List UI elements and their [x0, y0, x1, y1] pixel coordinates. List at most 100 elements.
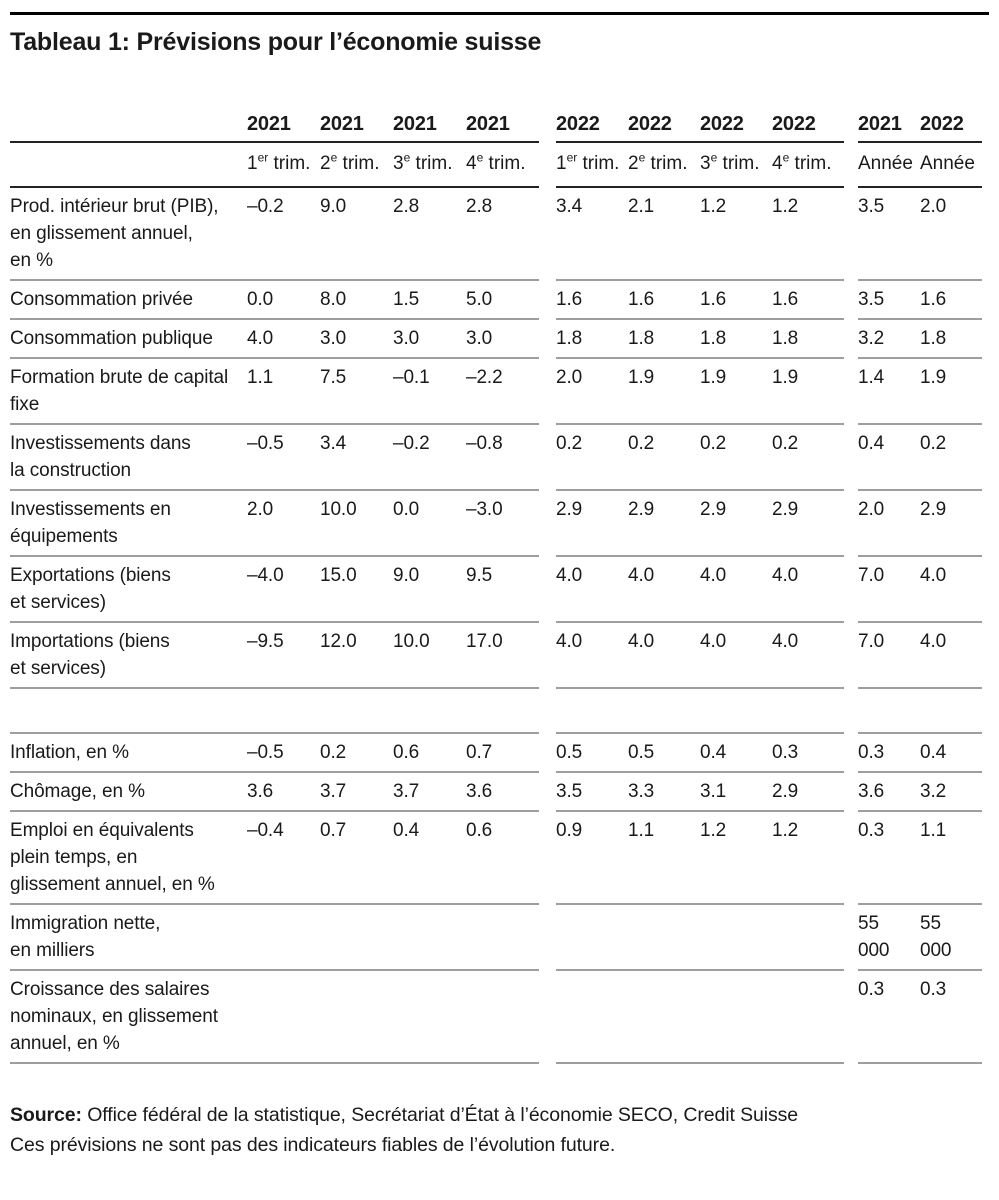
column-group-gap: [539, 557, 556, 623]
cell-value-q4-2022: [772, 971, 844, 981]
cell-value-annual-2021: 3.5: [858, 289, 885, 310]
cell-value-annual-2022: 0.2: [920, 433, 947, 454]
row-segment-annual: 0.3 0.4: [858, 734, 982, 773]
row-segment-2021: Exportations (biens et services) –4.0 15…: [10, 557, 539, 623]
cell-value-annual-2022: 1.6: [920, 289, 947, 310]
cell-value-annual-2021: 0.3: [858, 742, 885, 763]
source-text: Office fédéral de la statistique, Secrét…: [81, 1104, 799, 1126]
column-group-gap: [844, 689, 858, 734]
row-segment-annual: [858, 689, 982, 734]
cell-value-q1-2021: 2.0: [247, 499, 274, 520]
row-label: Consommation publique: [10, 328, 213, 349]
row-label: Investissements dans la construction: [10, 433, 191, 481]
cell-value-annual-2021: 7.0: [858, 631, 885, 652]
quarter-header: 2e trim.: [320, 150, 380, 174]
cell-value-q3-2021: –0.2: [393, 433, 430, 454]
forecast-table: 2021 2021 2021 2021 2022 2022 2022 2022 …: [10, 110, 989, 1064]
cell-value-q3-2022: 0.4: [700, 742, 727, 763]
row-segment-2021: Croissance des salaires nominaux, en gli…: [10, 971, 539, 1064]
cell-value-q4-2021: 5.0: [466, 289, 493, 310]
quarter-header-group-annual: Année Année: [858, 143, 982, 188]
row-segment-2021: Investissements en équipements 2.0 10.0 …: [10, 491, 539, 557]
cell-value-q1-2021: –0.4: [247, 820, 284, 841]
annual-header: Année: [858, 153, 913, 174]
row-segment-2021: [10, 689, 539, 734]
column-group-gap: [844, 188, 858, 281]
row-label: Importations (biens et services): [10, 631, 170, 679]
cell-value-annual-2021: 55 000: [858, 913, 890, 961]
cell-value-q1-2021: –9.5: [247, 631, 284, 652]
row-segment-annual: 7.0 4.0: [858, 557, 982, 623]
cell-value-q4-2022: 4.0: [772, 565, 799, 586]
cell-value-q2-2021: [320, 905, 393, 915]
cell-value-q1-2022: 3.5: [556, 781, 583, 802]
year-header: 2021: [247, 113, 291, 135]
quarter-header: 3e trim.: [393, 150, 453, 174]
cell-value-q3-2022: 1.6: [700, 289, 727, 310]
cell-value-q2-2021: 7.5: [320, 367, 347, 388]
column-group-gap: [539, 689, 556, 734]
row-segment-2021: Importations (biens et services) –9.5 12…: [10, 623, 539, 689]
cell-value-q4-2021: 0.6: [466, 820, 493, 841]
column-group-gap: [844, 905, 858, 971]
cell-value-q2-2021: 0.7: [320, 820, 347, 841]
column-group-gap: [844, 734, 858, 773]
row-segment-2021: Emploi en équivalents plein temps, en gl…: [10, 812, 539, 905]
row-segment-annual: 2.0 2.9: [858, 491, 982, 557]
row-segment-2022: [556, 905, 844, 971]
column-group-gap: [539, 734, 556, 773]
column-group-gap: [844, 773, 858, 812]
row-segment-annual: 0.3 1.1: [858, 812, 982, 905]
cell-value-q2-2022: 1.9: [628, 367, 655, 388]
cell-value-q4-2021: 3.6: [466, 781, 493, 802]
cell-value-q2-2021: 0.2: [320, 742, 347, 763]
cell-value-annual-2021: 2.0: [858, 499, 885, 520]
column-group-gap: [844, 425, 858, 491]
table-row: Inflation, en % –0.5 0.2 0.6 0.7 0.5 0.5…: [10, 734, 989, 773]
year-header-row: 2021 2021 2021 2021 2022 2022 2022 2022 …: [10, 110, 989, 143]
cell-value-q4-2022: [772, 905, 844, 915]
cell-value-q2-2022: 1.1: [628, 820, 655, 841]
row-segment-annual: 0.3 0.3: [858, 971, 982, 1064]
quarter-header: 1er trim.: [556, 150, 620, 174]
cell-value-q1-2022: 1.6: [556, 289, 583, 310]
row-label: Formation brute de capital fixe: [10, 367, 229, 415]
cell-value-q4-2021: [466, 971, 539, 981]
cell-value-q1-2021: –0.5: [247, 433, 284, 454]
cell-value-q1-2022: 3.4: [556, 196, 583, 217]
row-segment-2022: 3.4 2.1 1.2 1.2: [556, 188, 844, 281]
table-row: Prod. intérieur brut (PIB), en glissemen…: [10, 188, 989, 281]
table-body: Prod. intérieur brut (PIB), en glissemen…: [10, 188, 989, 1064]
quarter-header: 4e trim.: [772, 150, 832, 174]
table-row: Importations (biens et services) –9.5 12…: [10, 623, 989, 689]
cell-value-q4-2021: [466, 689, 539, 732]
row-segment-annual: 3.5 1.6: [858, 281, 982, 320]
cell-value-q4-2021: [466, 905, 539, 915]
cell-value-q1-2021: 1.1: [247, 367, 274, 388]
cell-value-q1-2021: [247, 689, 320, 732]
cell-value-q2-2022: 4.0: [628, 631, 655, 652]
cell-value-q2-2021: 3.4: [320, 433, 347, 454]
column-group-gap: [539, 110, 556, 143]
cell-value-annual-2022: 0.4: [920, 742, 947, 763]
cell-value-q3-2022: [700, 971, 772, 981]
cell-value-annual-2022: 4.0: [920, 565, 947, 586]
table-row: Consommation publique 4.0 3.0 3.0 3.0 1.…: [10, 320, 989, 359]
row-segment-2022: [556, 689, 844, 734]
cell-value-annual-2021: 3.6: [858, 781, 885, 802]
cell-value-q2-2021: 12.0: [320, 631, 357, 652]
cell-value-q1-2021: [247, 905, 320, 915]
cell-value-q2-2021: 15.0: [320, 565, 357, 586]
cell-value-q1-2021: [247, 971, 320, 981]
year-header: 2021: [393, 113, 437, 135]
column-group-gap: [539, 281, 556, 320]
cell-value-annual-2022: 3.2: [920, 781, 947, 802]
cell-value-q4-2022: 1.9: [772, 367, 799, 388]
row-segment-2021: Inflation, en % –0.5 0.2 0.6 0.7: [10, 734, 539, 773]
column-group-gap: [844, 623, 858, 689]
cell-value-q1-2021: 3.6: [247, 781, 274, 802]
quarter-header: 2e trim.: [628, 150, 688, 174]
table-row: Exportations (biens et services) –4.0 15…: [10, 557, 989, 623]
cell-value-q4-2022: 2.9: [772, 499, 799, 520]
cell-value-q3-2022: 1.2: [700, 820, 727, 841]
